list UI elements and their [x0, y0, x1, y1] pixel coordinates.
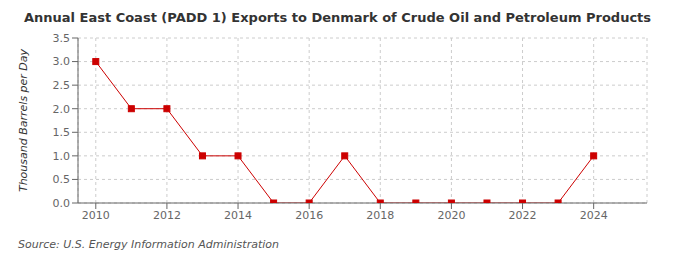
- svg-text:Thousand Barrels per Day: Thousand Barrels per Day: [17, 48, 30, 192]
- svg-text:0.0: 0.0: [53, 197, 71, 210]
- svg-text:1.5: 1.5: [53, 126, 71, 139]
- svg-text:0.5: 0.5: [53, 173, 71, 186]
- svg-text:2.0: 2.0: [53, 103, 71, 116]
- html-text:Source: U.S. Energy Informatio: Source: U.S. Energy Information Administ…: [18, 238, 279, 251]
- svg-text:2.5: 2.5: [53, 79, 71, 92]
- svg-text:2010: 2010: [82, 209, 110, 222]
- svg-text:2024: 2024: [580, 209, 608, 222]
- svg-text:1.0: 1.0: [53, 150, 71, 163]
- svg-text:2016: 2016: [295, 209, 323, 222]
- svg-text:3.0: 3.0: [53, 55, 71, 68]
- svg-text:2014: 2014: [224, 209, 252, 222]
- html-text:Annual East Coast (PADD 1) Exp: Annual East Coast (PADD 1) Exports to De…: [23, 10, 652, 25]
- svg-text:3.5: 3.5: [53, 32, 71, 45]
- svg-text:2020: 2020: [437, 209, 465, 222]
- svg-text:2018: 2018: [366, 209, 394, 222]
- svg-text:2022: 2022: [509, 209, 537, 222]
- svg-text:2012: 2012: [153, 209, 181, 222]
